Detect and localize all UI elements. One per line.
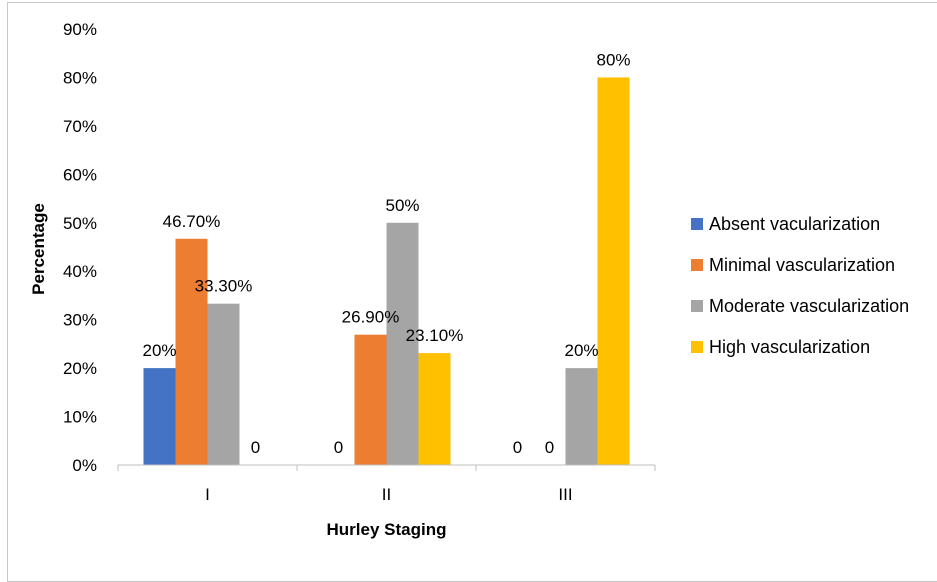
y-tick-label: 60% bbox=[63, 165, 97, 184]
legend-swatch bbox=[691, 300, 703, 312]
bar bbox=[418, 353, 451, 465]
data-label: 20% bbox=[564, 341, 598, 360]
data-label: 50% bbox=[385, 196, 419, 215]
legend: Absent vacularization Minimal vasculariza… bbox=[691, 214, 909, 357]
x-tick-label: II bbox=[382, 485, 391, 504]
data-labels: 20% 46.70% 33.30% 0 0 26.90% 50% 23.10% 0 0 20% 80% bbox=[142, 50, 630, 457]
x-tick-label: III bbox=[558, 485, 572, 504]
y-axis-ticks: 0% 10% 20% 30% 40% 50% 60% 70% 80% 90% bbox=[63, 20, 97, 475]
y-tick-label: 70% bbox=[63, 117, 97, 136]
x-axis-ticks: I II III bbox=[117, 465, 656, 504]
x-axis-title: Hurley Staging bbox=[327, 520, 447, 539]
bar bbox=[175, 238, 208, 465]
bar bbox=[143, 368, 176, 465]
data-label: 46.70% bbox=[163, 212, 221, 231]
bar bbox=[565, 368, 598, 465]
bar bbox=[207, 303, 240, 465]
y-tick-label: 0% bbox=[72, 456, 97, 475]
legend-swatch bbox=[691, 218, 703, 230]
legend-label: Minimal vascularization bbox=[709, 255, 895, 275]
y-tick-label: 40% bbox=[63, 262, 97, 281]
data-label: 26.90% bbox=[342, 308, 400, 327]
data-label: 0 bbox=[334, 438, 343, 457]
data-label: 0 bbox=[513, 438, 522, 457]
data-label: 20% bbox=[142, 341, 176, 360]
data-label: 0 bbox=[545, 438, 554, 457]
data-label: 33.30% bbox=[195, 277, 253, 296]
y-tick-label: 20% bbox=[63, 359, 97, 378]
y-tick-label: 10% bbox=[63, 408, 97, 427]
legend-label: High vascularization bbox=[709, 337, 870, 357]
data-label: 80% bbox=[596, 50, 630, 69]
legend-label: Moderate vascularization bbox=[709, 296, 909, 316]
bars bbox=[143, 77, 630, 465]
bar-chart: 0% 10% 20% 30% 40% 50% 60% 70% 80% 90% 20% 46.70% 3… bbox=[29, 20, 909, 539]
legend-swatch bbox=[691, 259, 703, 271]
y-tick-label: 50% bbox=[63, 214, 97, 233]
data-label: 23.10% bbox=[406, 326, 464, 345]
y-tick-label: 90% bbox=[63, 20, 97, 39]
data-label: 0 bbox=[251, 438, 260, 457]
bar bbox=[354, 334, 387, 465]
x-tick-label: I bbox=[205, 485, 210, 504]
bar bbox=[597, 77, 630, 465]
y-axis-title: Percentage bbox=[29, 203, 48, 295]
y-tick-label: 80% bbox=[63, 68, 97, 87]
bar bbox=[386, 222, 419, 465]
y-tick-label: 30% bbox=[63, 311, 97, 330]
legend-label: Absent vacularization bbox=[709, 214, 880, 234]
legend-swatch bbox=[691, 341, 703, 353]
